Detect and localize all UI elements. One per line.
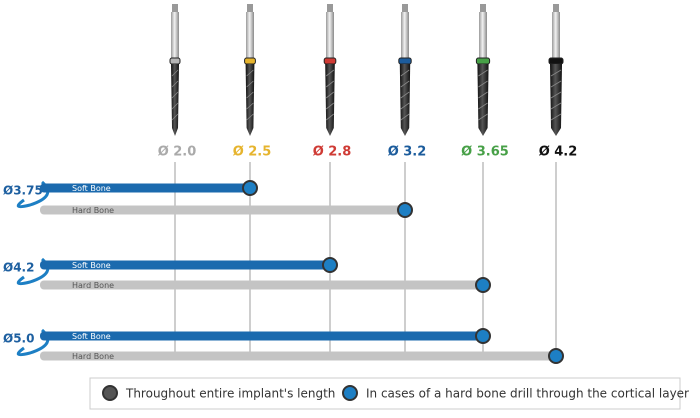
bone-label: Soft Bone bbox=[72, 332, 111, 341]
drill-flute bbox=[400, 102, 410, 110]
bone-bar bbox=[40, 331, 483, 341]
drill-band bbox=[323, 57, 337, 65]
implant-label: Ø5.0 bbox=[3, 332, 34, 346]
drill-flute bbox=[478, 113, 488, 121]
drill-shaft bbox=[401, 12, 409, 60]
end-point bbox=[475, 277, 491, 293]
bone-bar bbox=[40, 280, 483, 290]
drill-icon bbox=[548, 4, 564, 136]
drill-flute bbox=[325, 91, 335, 99]
legend-marker bbox=[102, 385, 118, 401]
drill-icon bbox=[323, 4, 337, 136]
drill-flute bbox=[400, 80, 410, 88]
bone-label: Hard Bone bbox=[72, 281, 114, 290]
drill-label: Ø 3.2 bbox=[388, 145, 427, 160]
drill-body bbox=[399, 64, 411, 136]
drill-flute bbox=[246, 80, 254, 88]
drill-flute bbox=[400, 69, 410, 77]
drill-flute bbox=[171, 69, 179, 77]
drill-band bbox=[169, 57, 181, 65]
drill-shaft bbox=[480, 4, 486, 12]
bone-label: Soft Bone bbox=[72, 184, 111, 193]
implant-label: Ø4.2 bbox=[3, 261, 34, 275]
drill-flute bbox=[246, 91, 254, 99]
drill-band bbox=[548, 57, 564, 65]
drill-label: Ø 2.8 bbox=[313, 145, 352, 160]
legend-label: In cases of a hard bone drill through th… bbox=[366, 387, 689, 401]
drill-shaft bbox=[171, 12, 179, 60]
drill-flute bbox=[550, 91, 562, 99]
drill-flute bbox=[550, 69, 562, 77]
drill-icon bbox=[169, 4, 181, 136]
end-point bbox=[548, 348, 564, 364]
drill-flute bbox=[400, 91, 410, 99]
drill-shaft bbox=[402, 4, 408, 12]
bone-label: Hard Bone bbox=[72, 352, 114, 361]
drill-flute bbox=[171, 80, 179, 88]
end-point bbox=[475, 328, 491, 344]
drill-flute bbox=[550, 113, 562, 121]
drill-band bbox=[398, 57, 412, 65]
drill-body bbox=[245, 64, 255, 136]
bone-label: Hard Bone bbox=[72, 206, 114, 215]
drill-flute bbox=[325, 113, 335, 121]
drill-flute bbox=[325, 102, 335, 110]
end-point bbox=[397, 202, 413, 218]
drill-shaft bbox=[247, 4, 253, 12]
drill-label: Ø 2.5 bbox=[233, 145, 272, 160]
drill-flute bbox=[325, 69, 335, 77]
bone-bar bbox=[40, 260, 330, 270]
drill-band bbox=[244, 57, 256, 65]
drill-flute bbox=[171, 102, 179, 110]
drill-label: Ø 3.65 bbox=[461, 145, 509, 160]
legend-box bbox=[89, 377, 681, 410]
drill-shaft bbox=[326, 12, 334, 60]
drill-shaft bbox=[479, 12, 487, 60]
drill-label: Ø 4.2 bbox=[539, 145, 578, 160]
drill-flute bbox=[171, 91, 179, 99]
drill-body bbox=[550, 64, 562, 136]
implant-label: Ø3.75 bbox=[3, 184, 43, 198]
bone-bar bbox=[40, 205, 405, 215]
drill-shaft bbox=[552, 12, 560, 60]
drill-body bbox=[171, 64, 179, 136]
drill-icon bbox=[398, 4, 412, 136]
drill-shaft bbox=[246, 12, 254, 60]
drill-flute bbox=[246, 113, 254, 121]
drill-flute bbox=[325, 80, 335, 88]
drill-shaft bbox=[553, 4, 559, 12]
drill-flute bbox=[400, 113, 410, 121]
drill-flute bbox=[478, 102, 488, 110]
drill-band bbox=[475, 57, 491, 65]
drill-body bbox=[477, 64, 489, 136]
bone-bar bbox=[40, 351, 556, 361]
drill-flute bbox=[478, 91, 488, 99]
legend-marker bbox=[342, 385, 358, 401]
legend-label: Throughout entire implant's length bbox=[125, 387, 335, 401]
drill-label: Ø 2.0 bbox=[158, 145, 197, 160]
bone-bar bbox=[40, 183, 250, 193]
drill-flute bbox=[550, 102, 562, 110]
drill-flute bbox=[478, 69, 488, 77]
drill-shaft bbox=[327, 4, 333, 12]
drill-flute bbox=[478, 80, 488, 88]
drill-icon bbox=[244, 4, 256, 136]
drill-shaft bbox=[172, 4, 178, 12]
end-point bbox=[322, 257, 338, 273]
drill-icon bbox=[475, 4, 491, 136]
drill-flute bbox=[246, 102, 254, 110]
bone-label: Soft Bone bbox=[72, 261, 111, 270]
drill-flute bbox=[246, 69, 254, 77]
drill-flute bbox=[550, 80, 562, 88]
end-point bbox=[242, 180, 258, 196]
drill-body bbox=[325, 64, 335, 136]
drill-flute bbox=[171, 113, 179, 121]
